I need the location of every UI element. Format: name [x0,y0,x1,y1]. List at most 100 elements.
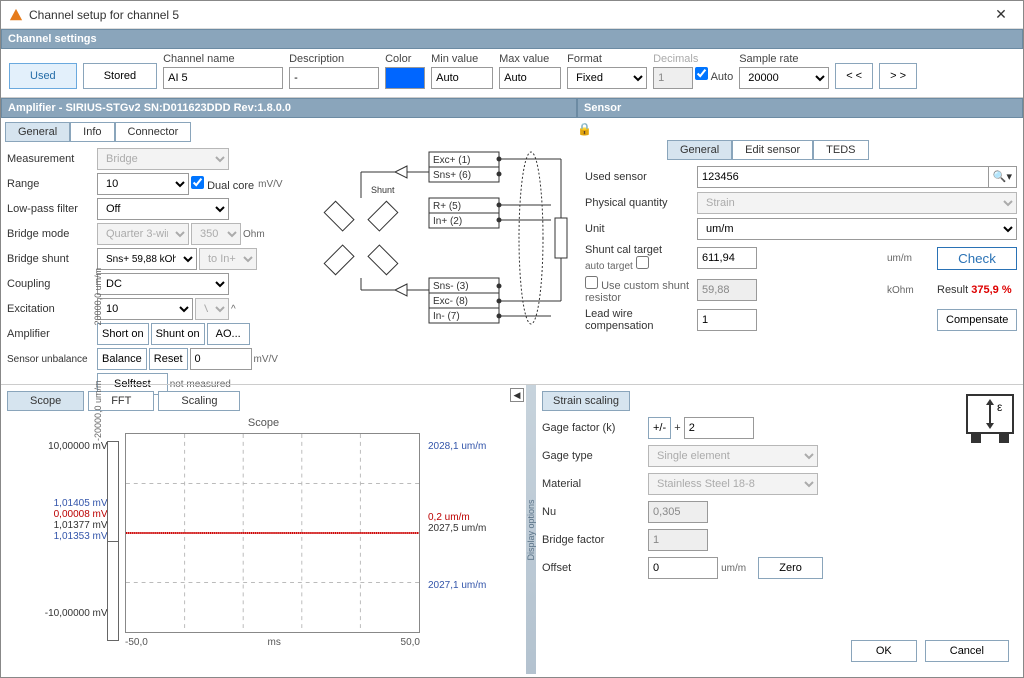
lead-wire-comp-input[interactable] [697,309,757,331]
description-label: Description [289,53,379,65]
samplerate-select[interactable]: 20000 [739,67,829,89]
sensor-header: Sensor [577,98,1023,118]
shunt-cal-target-input[interactable] [697,247,757,269]
result-value: 375,9 % [971,284,1011,296]
coupling-select[interactable]: DC [97,273,229,295]
used-sensor-label: Used sensor [585,171,693,183]
sensor-unbalance-input[interactable] [190,348,252,370]
range-select[interactable]: 10 [97,173,189,195]
gage-factor-input[interactable] [684,417,754,439]
stored-button[interactable]: Stored [83,63,157,89]
sensor-tab-edit[interactable]: Edit sensor [732,140,813,160]
bridge-factor-input [648,529,708,551]
svg-text:In- (7): In- (7) [433,311,460,322]
reset-button[interactable]: Reset [149,348,188,370]
amplifier-header: Amplifier - SIRIUS-STGv2 SN:D011623DDD R… [1,98,577,118]
prev-channel-button[interactable]: < < [835,63,873,89]
svg-text:Sns+ (6): Sns+ (6) [433,170,471,181]
short-on-button[interactable]: Short on [97,323,149,345]
strain-gage-icon: ε [963,391,1017,445]
nu-label: Nu [542,506,642,518]
bridge-factor-label: Bridge factor [542,534,642,546]
svg-text:Exc- (8): Exc- (8) [433,296,468,307]
offset-input[interactable] [648,557,718,579]
strain-scaling-header: Strain scaling [542,391,630,411]
material-label: Material [542,478,642,490]
display-options-label[interactable]: Display options [526,499,536,560]
svg-text:R+ (5): R+ (5) [433,201,461,212]
bridgeshunt-select[interactable]: Sns+ 59,88 kOhm [97,248,197,270]
unit-select[interactable]: um/m [697,218,1017,240]
zero-button[interactable]: Zero [758,557,823,579]
amp-tab-connector[interactable]: Connector [115,122,192,142]
window-title: Channel setup for channel 5 [29,8,981,22]
nu-input [648,501,708,523]
bridgemode-select: Quarter 3-wire [97,223,189,245]
search-icon[interactable]: 🔍▾ [989,166,1017,188]
bridge-diagram: Exc+ (1) Sns+ (6) R+ (5) In+ (2) Sns- (3… [311,148,571,395]
excitation-unit-select: V [195,298,229,320]
use-custom-shunt-checkbox[interactable] [585,276,598,289]
material-select: Stainless Steel 18-8 [648,473,818,495]
scope-title: Scope [7,417,520,429]
compensate-button[interactable]: Compensate [937,309,1017,331]
svg-text:ε: ε [997,400,1003,414]
bridgeshunt-to-select: to In+ [199,248,257,270]
unit-label: Unit [585,223,693,235]
amp-tab-general[interactable]: General [5,122,70,142]
offset-label: Offset [542,562,642,574]
physical-quantity-select: Strain [697,192,1017,214]
auto-target-checkbox[interactable] [636,256,649,269]
used-button[interactable]: Used [9,63,77,89]
lock-icon[interactable]: 🔒 [577,122,1017,136]
cancel-button[interactable]: Cancel [925,640,1009,662]
maxvalue-input[interactable] [499,67,561,89]
close-button[interactable]: ✕ [981,2,1021,28]
lpf-label: Low-pass filter [7,203,95,215]
dualcore-checkbox[interactable] [191,176,204,189]
collapse-icon[interactable]: ◀ [510,388,524,402]
ok-button[interactable]: OK [851,640,917,662]
physical-quantity-label: Physical quantity [585,197,693,209]
next-channel-button[interactable]: > > [879,63,917,89]
shunt-on-button[interactable]: Shunt on [151,323,205,345]
format-select[interactable]: Fixed [567,67,647,89]
check-button[interactable]: Check [937,247,1017,270]
ao-button[interactable]: AO... [207,323,250,345]
scope-tab-scaling[interactable]: Scaling [158,391,240,411]
measurement-label: Measurement [7,153,95,165]
format-label: Format [567,53,647,65]
auto-checkbox-label[interactable]: Auto [695,67,733,89]
app-icon [9,8,23,22]
gage-type-select: Single element [648,445,818,467]
balance-button[interactable]: Balance [97,348,147,370]
excitation-select[interactable]: 10 [97,298,193,320]
description-input[interactable] [289,67,379,89]
sensor-tab-general[interactable]: General [667,140,732,160]
sensor-tab-teds[interactable]: TEDS [813,140,868,160]
decimals-input [653,67,693,89]
lead-wire-comp-label: Lead wire compensation [585,308,693,332]
samplerate-label: Sample rate [739,53,829,65]
scope-tab-scope[interactable]: Scope [7,391,84,411]
auto-checkbox[interactable] [695,67,708,80]
amplifier-label: Amplifier [7,328,95,340]
used-sensor-input[interactable] [697,166,989,188]
scope-chart [125,433,420,633]
gf-sign-button[interactable]: +/- [648,417,671,439]
minvalue-input[interactable] [431,67,493,89]
maxvalue-label: Max value [499,53,561,65]
coupling-label: Coupling [7,278,95,290]
range-label: Range [7,178,95,190]
svg-text:Exc+ (1): Exc+ (1) [433,155,471,166]
channel-name-input[interactable] [163,67,283,89]
channel-settings-header: Channel settings [1,29,1023,49]
svg-text:In+ (2): In+ (2) [433,216,462,227]
measurement-select: Bridge [97,148,229,170]
lpf-select[interactable]: Off [97,198,229,220]
svg-text:Sns- (3): Sns- (3) [433,281,469,292]
bridgemode-r-select: 350 [191,223,241,245]
color-swatch[interactable] [385,67,425,89]
amp-tab-info[interactable]: Info [70,122,114,142]
dualcore-checkbox-label[interactable]: Dual core [191,176,254,192]
